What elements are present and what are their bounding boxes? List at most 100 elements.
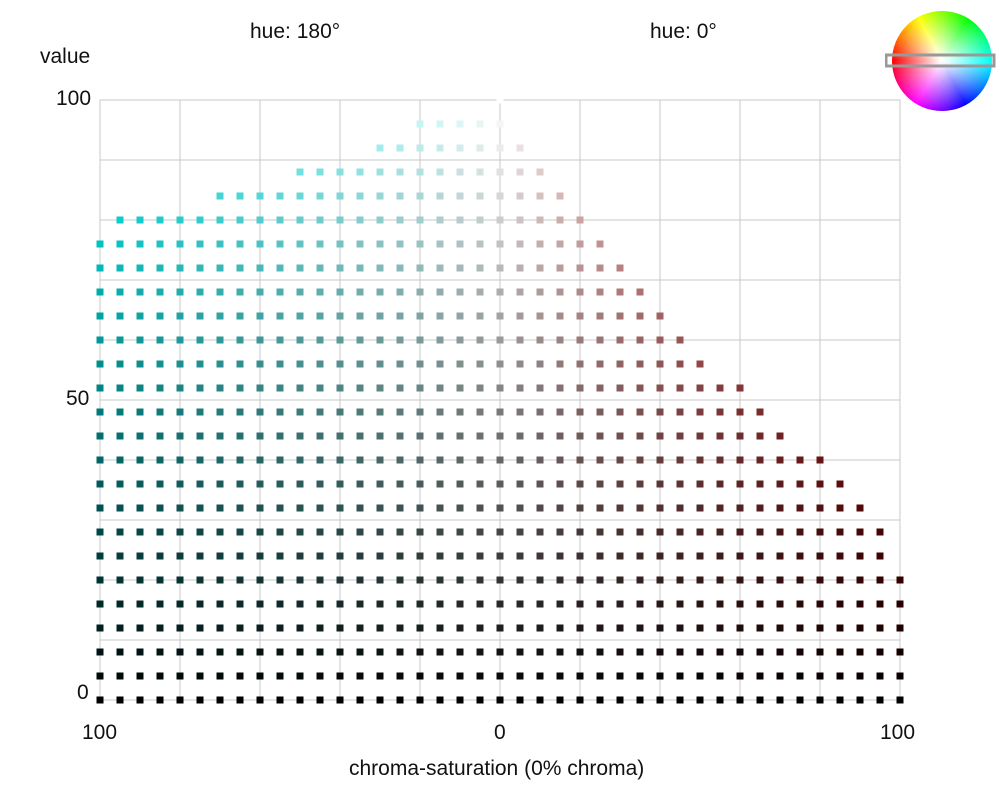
data-point: [496, 648, 504, 656]
data-point: [236, 264, 244, 272]
data-point: [796, 504, 804, 512]
data-point: [576, 528, 584, 536]
data-point: [576, 360, 584, 368]
data-point: [416, 144, 424, 152]
data-point: [136, 576, 144, 584]
data-point: [616, 264, 624, 272]
data-point: [216, 192, 224, 200]
data-point: [336, 576, 344, 584]
data-point: [896, 624, 904, 632]
data-point: [296, 600, 304, 608]
data-point: [416, 672, 424, 680]
data-point: [736, 384, 744, 392]
data-point: [316, 552, 324, 560]
data-point: [216, 288, 224, 296]
data-point: [796, 552, 804, 560]
data-point: [176, 456, 184, 464]
data-point: [276, 312, 284, 320]
data-point: [256, 672, 264, 680]
data-point: [416, 456, 424, 464]
data-point: [516, 216, 524, 224]
data-point: [676, 432, 684, 440]
data-point: [616, 672, 624, 680]
data-point: [196, 312, 204, 320]
data-point: [136, 696, 144, 704]
data-point: [496, 288, 504, 296]
data-point: [876, 552, 884, 560]
data-point: [196, 240, 204, 248]
data-point: [796, 600, 804, 608]
data-point: [396, 600, 404, 608]
data-point: [196, 456, 204, 464]
data-point: [616, 456, 624, 464]
data-point: [696, 504, 704, 512]
y-tick-label-100: 100: [56, 87, 92, 110]
data-point: [296, 672, 304, 680]
data-point: [176, 696, 184, 704]
data-point: [616, 288, 624, 296]
data-point: [556, 576, 564, 584]
data-point: [616, 312, 624, 320]
data-point: [316, 384, 324, 392]
data-point: [456, 480, 464, 488]
data-point: [336, 624, 344, 632]
data-point: [356, 336, 364, 344]
data-point: [396, 456, 404, 464]
data-point: [716, 504, 724, 512]
data-point: [116, 648, 124, 656]
data-point: [236, 288, 244, 296]
data-point: [816, 528, 824, 536]
data-point: [336, 384, 344, 392]
data-point: [276, 456, 284, 464]
data-point: [476, 600, 484, 608]
data-point: [756, 600, 764, 608]
data-point: [636, 288, 644, 296]
data-point: [576, 408, 584, 416]
data-point: [436, 216, 444, 224]
data-point: [376, 696, 384, 704]
data-point: [476, 240, 484, 248]
data-point: [156, 264, 164, 272]
data-point: [116, 504, 124, 512]
data-point: [176, 528, 184, 536]
data-point: [556, 216, 564, 224]
data-point: [256, 288, 264, 296]
data-point: [96, 624, 104, 632]
data-point: [436, 408, 444, 416]
data-point: [276, 480, 284, 488]
data-point: [276, 288, 284, 296]
data-point: [336, 264, 344, 272]
data-point: [536, 168, 544, 176]
data-point: [296, 696, 304, 704]
data-point: [156, 600, 164, 608]
data-point: [776, 552, 784, 560]
data-point: [496, 144, 504, 152]
data-point: [256, 312, 264, 320]
data-point: [476, 408, 484, 416]
data-point: [576, 600, 584, 608]
data-point: [136, 648, 144, 656]
data-point: [596, 600, 604, 608]
data-point: [136, 624, 144, 632]
data-point: [96, 648, 104, 656]
data-point: [316, 192, 324, 200]
data-point: [476, 480, 484, 488]
data-point: [456, 432, 464, 440]
data-point: [396, 624, 404, 632]
data-point: [356, 504, 364, 512]
data-point: [756, 552, 764, 560]
data-point: [296, 312, 304, 320]
data-point: [336, 312, 344, 320]
data-point: [576, 624, 584, 632]
data-point: [376, 288, 384, 296]
data-point: [536, 336, 544, 344]
data-point: [656, 432, 664, 440]
data-point: [496, 264, 504, 272]
data-point: [656, 624, 664, 632]
y-tick-label-50: 50: [66, 387, 90, 410]
data-point: [536, 504, 544, 512]
data-point: [796, 696, 804, 704]
data-point: [356, 216, 364, 224]
data-point: [696, 600, 704, 608]
data-point: [236, 384, 244, 392]
